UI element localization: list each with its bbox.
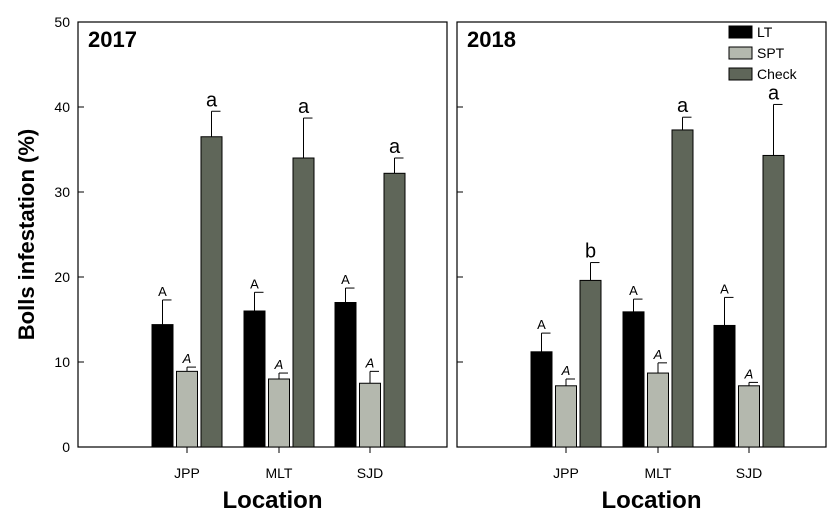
x-axis-label-1: Location xyxy=(223,487,323,512)
significance-label: A xyxy=(250,276,259,291)
legend-swatch-lt xyxy=(728,25,753,39)
significance-label: a xyxy=(768,82,780,104)
bar-check-mlt xyxy=(292,157,315,448)
y-axis-label: Bolls infestation (%) xyxy=(14,129,39,340)
significance-label: A xyxy=(341,272,350,287)
y-tick-label: 20 xyxy=(54,269,70,285)
significance-label: b xyxy=(585,241,596,263)
x-tick-label: MLT xyxy=(266,465,293,481)
bar-lt-jpp xyxy=(151,324,174,448)
legend-label-lt: LT xyxy=(757,24,773,40)
bar-spt-mlt xyxy=(268,378,290,448)
significance-label: A xyxy=(537,317,546,332)
y-tick-label: 40 xyxy=(54,99,70,115)
significance-label: A xyxy=(744,366,754,381)
significance-label: A xyxy=(561,363,571,378)
panel-title-1: 2017 xyxy=(88,27,137,52)
significance-label: a xyxy=(677,95,689,117)
significance-label: A xyxy=(182,351,192,366)
y-tick-label: 30 xyxy=(54,184,70,200)
bar-check-mlt xyxy=(671,129,694,448)
bar-lt-mlt xyxy=(243,310,266,448)
bar-spt-sjd xyxy=(738,385,760,448)
legend-swatch-check xyxy=(728,67,753,81)
x-tick-label: SJD xyxy=(736,465,762,481)
y-tick-label: 0 xyxy=(62,439,70,455)
significance-label: a xyxy=(298,96,310,118)
bar-check-jpp xyxy=(579,279,602,448)
x-tick-label: JPP xyxy=(553,465,579,481)
legend-swatch-spt xyxy=(728,46,753,60)
significance-label: A xyxy=(629,283,638,298)
x-tick-label: SJD xyxy=(357,465,383,481)
bar-check-sjd xyxy=(383,172,406,448)
significance-label: a xyxy=(206,89,218,111)
x-tick-label: JPP xyxy=(174,465,200,481)
bar-lt-sjd xyxy=(334,302,357,448)
legend-label-spt: SPT xyxy=(757,45,785,61)
significance-label: a xyxy=(389,136,401,158)
panel-title-2: 2018 xyxy=(467,27,516,52)
bar-check-jpp xyxy=(200,136,223,448)
significance-label: A xyxy=(720,281,729,296)
bar-spt-jpp xyxy=(176,370,198,448)
x-axis-label-2: Location xyxy=(602,487,702,512)
bar-spt-jpp xyxy=(555,385,577,448)
legend-label-check: Check xyxy=(757,66,798,82)
bar-spt-sjd xyxy=(359,382,381,448)
bar-spt-mlt xyxy=(647,372,669,448)
x-tick-label: MLT xyxy=(645,465,672,481)
significance-label: A xyxy=(365,355,375,370)
significance-label: A xyxy=(274,357,284,372)
significance-label: A xyxy=(653,347,663,362)
bar-lt-jpp xyxy=(530,351,553,448)
bar-lt-sjd xyxy=(713,324,736,448)
bar-lt-mlt xyxy=(622,311,645,448)
y-tick-label: 10 xyxy=(54,354,70,370)
y-tick-label: 50 xyxy=(54,14,70,30)
significance-label: A xyxy=(158,284,167,299)
bar-check-sjd xyxy=(762,154,785,448)
